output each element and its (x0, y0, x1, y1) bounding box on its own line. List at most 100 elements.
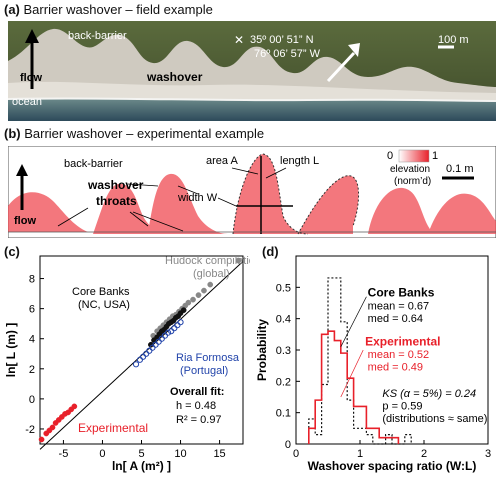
flow-arrowhead-icon (25, 29, 39, 43)
y-tick-label-d: 0.3 (276, 345, 291, 357)
y-tick-label-c: 0 (29, 394, 35, 406)
data-point (185, 299, 192, 306)
label-ocean-a: ocean (12, 96, 42, 108)
elev-label-2: (norm’d) (394, 176, 432, 187)
panel-d-letter: (d) (262, 244, 279, 259)
core-med: med = 0.64 (368, 313, 423, 325)
x-tick-label-c: 15 (213, 448, 225, 460)
legend-ria-2: (Portugal) (180, 365, 228, 377)
label-back-barrier-b: back-barrier (64, 158, 123, 170)
label-scale-b: 0.1 m (446, 163, 474, 175)
label-coord-n: 35º 00’ 51” N (250, 34, 314, 46)
x-tick-label-d: 0 (293, 448, 299, 460)
label-throats: throats (96, 194, 137, 208)
data-point (190, 296, 196, 303)
data-point (49, 424, 56, 431)
exp-title: Experimental (365, 334, 440, 348)
y-tick-label-d: 0.5 (276, 282, 291, 294)
panel-a-title: (a) Barrier washover – field example (4, 2, 213, 17)
y-axis-label-c: ln[ L (m) ] (4, 323, 18, 377)
core-pointer (340, 296, 367, 348)
ks-stat: KS (α = 5%) = 0.24 (382, 388, 476, 400)
fit-h: h = 0.48 (176, 400, 216, 412)
core-mean: mean = 0.67 (368, 300, 429, 312)
data-point (143, 350, 150, 357)
data-point (139, 353, 147, 360)
data-point (164, 329, 172, 336)
label-scale-a: 100 m (438, 34, 469, 46)
data-point (38, 436, 45, 443)
label-length: length L (280, 155, 320, 167)
elevation-colorbar (398, 149, 430, 163)
y-tick-label-d: 0.4 (276, 314, 291, 326)
experiment-image (8, 146, 496, 238)
data-point (180, 307, 187, 313)
x-axis-label-d: Washover spacing ratio (W:L) (308, 459, 477, 473)
coord-marker-icon: ✕ (234, 33, 244, 47)
label-area: area A (206, 155, 238, 167)
p-value: p = 0.59 (382, 401, 422, 413)
histogram-chart: 0 1 2 3 0 0.1 0.2 0.3 0.4 0.5 Washover spacing rat… (255, 255, 491, 473)
data-point (146, 347, 153, 354)
distribution-note: (distributions ≈ same) (382, 413, 487, 425)
elev-min: 0 (387, 150, 394, 162)
fit-title: Overall fit: (170, 386, 224, 398)
y-tick-label-c: 6 (29, 304, 35, 316)
y-tick-label-c: 8 (29, 274, 35, 286)
data-point (71, 403, 78, 410)
legend-hudock-2: (global) (193, 268, 230, 280)
scatter-chart: -5 0 5 10 15 -2 0 2 4 6 8 ln[ A (m²) ] ln[ L (m) ] Hu… (4, 255, 250, 473)
y-tick-label-c: -2 (25, 424, 35, 436)
elev-max: 1 (432, 150, 439, 162)
data-point (201, 287, 207, 294)
elev-label-1: elevation (390, 164, 431, 175)
north-arrow-icon (326, 51, 356, 83)
data-point (235, 257, 242, 264)
x-axis-label-c: ln[ A (m²) ] (112, 459, 171, 473)
legend-core-2: (NC, USA) (78, 299, 130, 311)
panel-c-letter: (c) (4, 244, 20, 259)
label-flow-a: flow (20, 72, 42, 84)
data-point (177, 319, 184, 326)
exp-pointer (340, 349, 364, 398)
panel-b-title: (b) Barrier washover – experimental exam… (4, 126, 265, 141)
y-axis-label-d: Probability (255, 319, 269, 381)
exp-mean: mean = 0.52 (368, 349, 429, 361)
label-washover-b: washover (88, 178, 144, 192)
y-tick-label-d: 0.2 (276, 376, 291, 388)
field-photo: ✕ (8, 21, 496, 121)
legend-experimental: Experimental (78, 421, 148, 435)
legend-core-1: Core Banks (72, 286, 130, 298)
x-tick-label-c: -5 (59, 448, 69, 460)
label-coord-w: 76º 06’ 57” W (254, 48, 320, 60)
exp-med: med = 0.49 (368, 361, 423, 373)
data-point (148, 341, 154, 348)
histogram-series (308, 330, 400, 444)
fit-line (39, 261, 244, 450)
x-tick-label-c: 5 (138, 448, 144, 460)
x-tick-label-d: 3 (485, 448, 491, 460)
data-point (171, 325, 178, 332)
data-point (195, 292, 202, 298)
label-washover-a: washover (147, 70, 203, 84)
label-flow-b: flow (14, 215, 36, 227)
core-title: Core Banks (368, 286, 435, 300)
x-tick-label-d: 2 (421, 448, 427, 460)
x-tick-label-c: 10 (174, 448, 186, 460)
legend-ria-1: Ria Formosa (176, 352, 240, 364)
data-point (168, 328, 175, 335)
x-tick-label-c: 0 (99, 448, 105, 460)
fit-r2: R² = 0.97 (176, 414, 222, 426)
label-width: width W (178, 192, 218, 204)
y-tick-label-c: 4 (29, 334, 35, 346)
label-back-barrier-a: back-barrier (68, 30, 127, 42)
data-point (207, 281, 214, 288)
data-point (136, 356, 144, 363)
y-tick-label-d: 0.1 (276, 408, 291, 420)
x-tick-label-d: 1 (357, 448, 363, 460)
data-point (174, 322, 181, 329)
legend-hudock-1: Hudock compilation (165, 255, 250, 267)
y-tick-label-d: 0 (285, 439, 291, 451)
data-point (132, 361, 140, 368)
y-tick-label-c: 2 (29, 364, 35, 376)
